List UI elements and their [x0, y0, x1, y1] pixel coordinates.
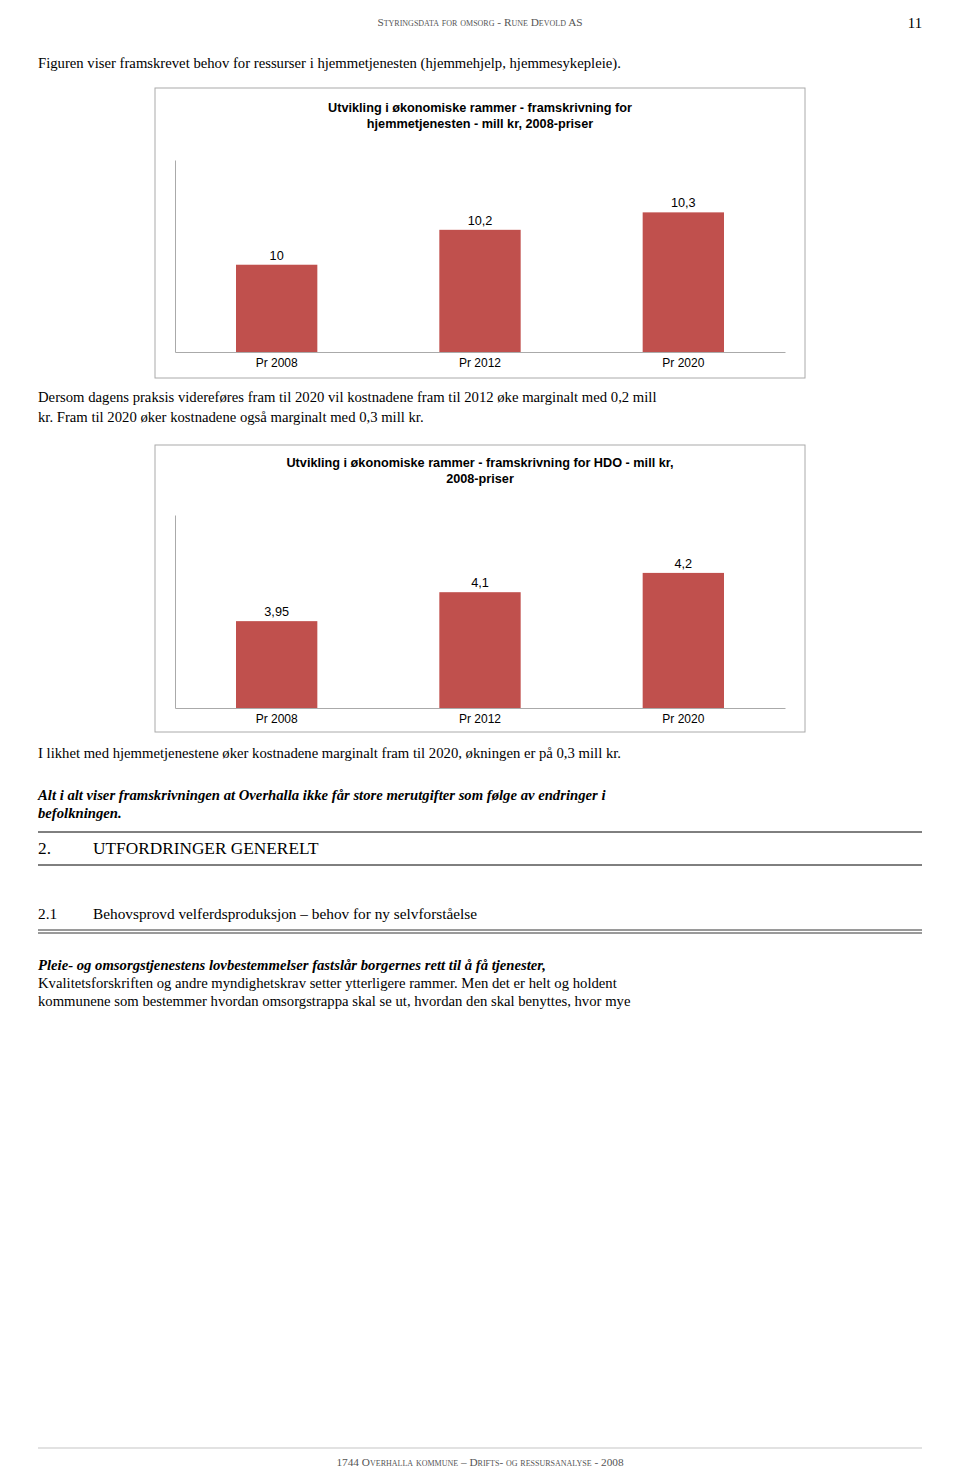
- paragraph: kommunene som bestemmer hvordan omsorgst…: [38, 993, 631, 1009]
- page: Styringsdata for omsorg - Rune Devold AS…: [0, 0, 960, 1482]
- rule: [38, 865, 922, 866]
- tick: Pr 2008: [256, 352, 298, 370]
- bar: [236, 621, 317, 708]
- bar: [643, 212, 724, 352]
- page-header: Styringsdata for omsorg - Rune Devold AS: [377, 16, 582, 28]
- x-axis: Pr 2008 Pr 2012 Pr 2020: [176, 352, 786, 370]
- data-label: 10: [270, 249, 284, 263]
- tick-label: Pr 2012: [459, 712, 501, 726]
- rule: [38, 933, 922, 934]
- paragraph: Figuren viser framskrevet behov for ress…: [38, 55, 621, 72]
- chart-title: Utvikling i økonomiske rammer - framskri…: [328, 101, 632, 131]
- tick-label: Pr 2020: [662, 356, 704, 370]
- data-label: 3,95: [264, 605, 289, 619]
- paragraph: befolkningen.: [38, 805, 122, 821]
- subsection-number: 2.1: [38, 905, 57, 922]
- rule: [38, 832, 922, 833]
- data-label: 10,3: [671, 196, 696, 210]
- tick: Pr 2020: [662, 352, 704, 370]
- bar: [439, 592, 520, 708]
- data-label: 4,1: [471, 576, 489, 590]
- background: [0, 0, 960, 1482]
- section-number: 2.: [38, 839, 51, 858]
- y-axis: [175, 161, 176, 353]
- tick-label: Pr 2008: [256, 356, 298, 370]
- x-axis: Pr 2008 Pr 2012 Pr 2020: [176, 708, 786, 726]
- paragraph: Alt i alt viser framskrivningen at Overh…: [37, 787, 606, 803]
- y-axis: [175, 516, 176, 709]
- tick: Pr 2012: [459, 352, 501, 370]
- data-labels: 10 10,2 10,3: [270, 196, 696, 262]
- rule: [38, 930, 922, 931]
- tick-label: Pr 2008: [256, 712, 298, 726]
- page-footer: 1744 Overhalla kommune – Drifts- og ress…: [336, 1456, 624, 1468]
- subsection-title: Behovsprovd velferdsproduksjon – behov f…: [93, 905, 477, 922]
- paragraph: kr. Fram til 2020 øker kostnadene også m…: [38, 409, 424, 425]
- paragraph: Dersom dagens praksis videreføres fram t…: [38, 389, 657, 405]
- tick: Pr 2012: [459, 708, 501, 726]
- page-number: 11: [908, 15, 922, 31]
- bars: [236, 573, 724, 708]
- axis-line: [176, 352, 786, 353]
- section-title: UTFORDRINGER GENERELT: [93, 839, 319, 858]
- tick: Pr 2020: [662, 708, 704, 726]
- paragraph: Kvalitetsforskriften og andre myndighets…: [38, 975, 617, 991]
- axis-line: [175, 161, 176, 353]
- axis-line: [175, 516, 176, 709]
- data-labels: 3,95 4,1 4,2: [264, 557, 692, 619]
- bar: [236, 265, 317, 352]
- bars: [236, 212, 724, 352]
- paragraph: I likhet med hjemmetjenestene øker kostn…: [38, 745, 621, 761]
- bar: [439, 230, 520, 352]
- tick: Pr 2008: [256, 708, 298, 726]
- data-label: 10,2: [468, 214, 493, 228]
- paragraph: Pleie- og omsorgstjenestens lovbestemmel…: [38, 957, 546, 973]
- tick-label: Pr 2020: [662, 712, 704, 726]
- chart: Utvikling i økonomiske rammer - framskri…: [155, 88, 805, 1482]
- axis-line: [176, 708, 786, 709]
- tick-label: Pr 2012: [459, 356, 501, 370]
- bar: [643, 573, 724, 708]
- footer-rule: [38, 1448, 922, 1449]
- data-label: 4,2: [675, 557, 693, 571]
- chart-title: Utvikling i økonomiske rammer - framskri…: [286, 456, 673, 486]
